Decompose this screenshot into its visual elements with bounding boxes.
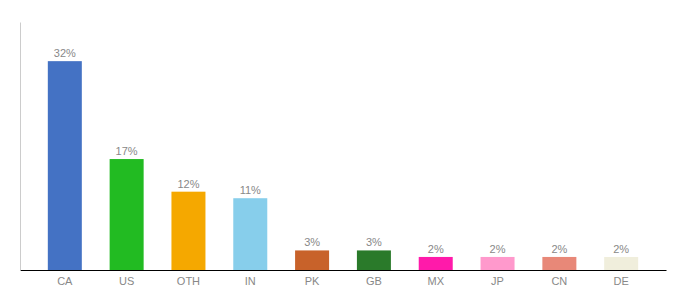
bars <box>48 61 638 270</box>
data-label: 3% <box>304 236 320 248</box>
x-tick-label: DE <box>614 275 629 287</box>
x-axis: CA US OTH IN PK GB MX JP CN DE <box>21 271 667 287</box>
x-tick: MX <box>427 275 444 287</box>
y-axis-line <box>20 23 21 271</box>
x-tick: GB <box>366 275 382 287</box>
x-tick-label: PK <box>305 275 320 287</box>
x-tick: IN <box>245 275 256 287</box>
data-labels: 32% 17% 12% 11% 3% 3% 2% 2% 2% 2% <box>54 47 630 255</box>
x-tick-label: CA <box>57 275 73 287</box>
bar <box>48 61 82 270</box>
bar <box>171 192 205 270</box>
x-tick-label: CN <box>551 275 567 287</box>
data-label: 2% <box>551 243 567 255</box>
x-tick-label: JP <box>491 275 504 287</box>
data-label: 2% <box>428 243 444 255</box>
bar <box>233 198 267 270</box>
x-tick: PK <box>305 275 320 287</box>
x-tick-label: GB <box>366 275 382 287</box>
chart-container: 32% 17% 12% 11% 3% 3% 2% 2% 2% 2% CA US OTH IN PK GB MX J… <box>0 0 680 300</box>
bar <box>419 257 453 270</box>
x-tick: OTH <box>177 275 200 287</box>
x-tick: CN <box>551 275 567 287</box>
x-tick: US <box>119 275 134 287</box>
chart-svg: 32% 17% 12% 11% 3% 3% 2% 2% 2% 2% CA US OTH IN PK GB MX J… <box>0 0 680 300</box>
x-tick: CA <box>57 275 73 287</box>
data-label: 2% <box>613 243 629 255</box>
x-tick-label: OTH <box>177 275 200 287</box>
data-label: 17% <box>116 145 138 157</box>
x-axis-line <box>21 270 667 271</box>
y-axis <box>20 23 21 271</box>
x-tick-label: IN <box>245 275 256 287</box>
x-tick-label: MX <box>427 275 444 287</box>
plot-area: 32% 17% 12% 11% 3% 3% 2% 2% 2% 2% CA US OTH IN PK GB MX J… <box>21 23 667 287</box>
bar <box>604 257 638 270</box>
bar <box>295 250 329 270</box>
data-label: 3% <box>366 236 382 248</box>
data-label: 2% <box>490 243 506 255</box>
bar <box>110 159 144 270</box>
bar <box>542 257 576 270</box>
x-tick-label: US <box>119 275 134 287</box>
bar <box>481 257 515 270</box>
data-label: 32% <box>54 47 76 59</box>
data-label: 11% <box>240 184 261 196</box>
x-tick: DE <box>614 275 629 287</box>
data-label: 12% <box>177 178 199 190</box>
bar <box>357 250 391 270</box>
x-tick: JP <box>491 275 504 287</box>
